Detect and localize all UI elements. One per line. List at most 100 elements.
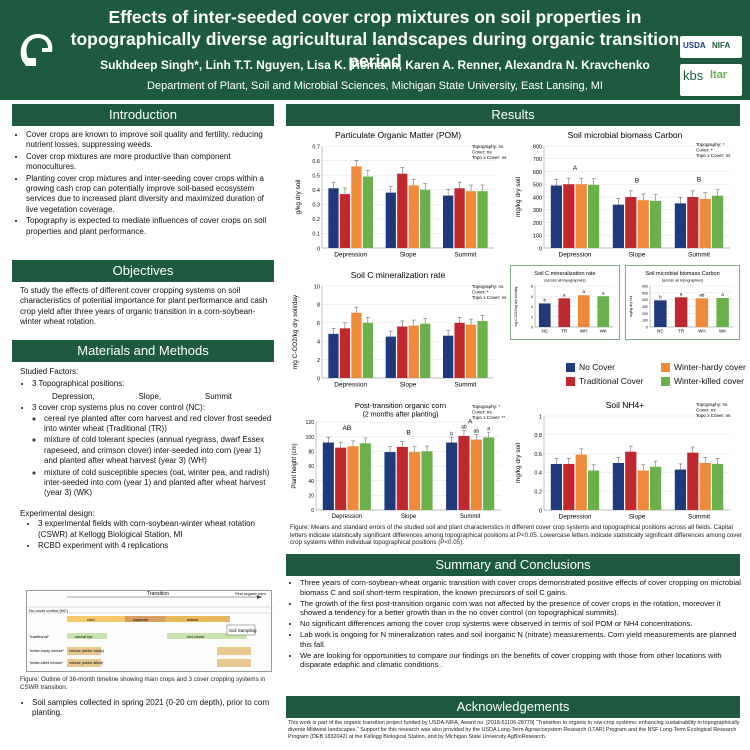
legend-item-tr: Traditional Cover	[566, 376, 643, 386]
y-tick-label: 100	[642, 319, 648, 323]
bar	[625, 451, 637, 510]
spartan-helmet-logo-icon	[12, 26, 60, 74]
summary-heading: Summary and Conclusions	[286, 554, 740, 576]
stats-label: Topo x Cover: ns	[472, 155, 507, 160]
x-tick-label: Slope	[629, 514, 646, 521]
chart-svg: Soil microbial biomass Carbon (across all…	[629, 271, 733, 334]
bar-letter: a	[563, 292, 566, 297]
y-tick-label: 1	[539, 414, 542, 420]
bar	[687, 197, 699, 248]
x-tick-label: WH	[698, 329, 706, 334]
x-tick-label: Depression	[559, 514, 592, 521]
timeline-crop: wheat	[187, 617, 199, 622]
stats-label: Topo x Cover: ns	[696, 153, 731, 158]
y-tick-label: 600	[533, 170, 542, 176]
timeline-row-label: No-cover control (NC)	[29, 608, 69, 613]
y-tick-label: 300	[533, 208, 542, 214]
x-tick-label: Slope	[400, 252, 417, 259]
y-axis-label: Plant height (cm)	[292, 443, 298, 488]
group-letter: A	[573, 165, 578, 172]
cmin-inset-chart: Soil C mineralization rate (across all to…	[510, 265, 620, 340]
intro-bullet: Cover crop mixtures are more productive …	[26, 152, 276, 173]
timeline-rye-bar	[67, 633, 107, 639]
legend-swatch	[661, 362, 670, 372]
y-tick-label: 0.4	[312, 188, 320, 194]
bar	[384, 452, 396, 510]
pom-chart: Particulate Organic Matter (POM) 0 0.1 0.2 0…	[288, 126, 508, 264]
bar	[687, 452, 699, 510]
chart-title: Soil C mineralization rate	[351, 270, 446, 280]
intro-bullet: Topography is expected to mediate influe…	[26, 216, 276, 237]
sampling-bullet: Soil samples collected in spring 2021 (0…	[32, 698, 274, 719]
bar	[454, 322, 465, 378]
bar	[695, 298, 709, 327]
timeline-caption: Figure: Outline of 36-month timeline sho…	[20, 676, 266, 691]
y-tick-label: 500	[642, 291, 648, 295]
chart-subtitle: (across all topographies)	[544, 279, 586, 283]
bar	[637, 200, 649, 248]
introduction-heading: Introduction	[12, 104, 274, 126]
bar	[454, 188, 465, 248]
group-letter: B	[635, 178, 639, 185]
bar	[443, 195, 454, 248]
y-tick-label: 40	[308, 479, 314, 485]
chart-svg: Post-transition organic corn (2 months af…	[292, 401, 505, 520]
chart-svg: Soil C mineralization rate 0 2 4 6 8 10 mg C-CO…	[292, 270, 507, 389]
y-tick-label: 200	[642, 312, 648, 316]
chart-title: Soil NH4+	[606, 400, 645, 410]
bar-letter: ab	[699, 292, 705, 297]
y-axis-label: g/kg dry soil	[295, 179, 302, 214]
legend-label: No Cover	[579, 362, 615, 372]
y-tick-label: 0.1	[312, 232, 320, 238]
summary-bullet: Lab work is ongoing for N mineralization…	[300, 630, 742, 650]
x-tick-label: TR	[678, 329, 685, 334]
chart-legend: No Cover Winter-hardy cover Traditional …	[566, 362, 746, 396]
x-tick-label: WH	[580, 329, 588, 334]
bar-letter: b	[659, 294, 662, 299]
y-tick-label: 0	[311, 508, 314, 514]
y-tick-label: 400	[642, 298, 648, 302]
bar	[421, 451, 433, 510]
y-tick-label: 200	[533, 221, 542, 227]
bar	[339, 194, 351, 248]
poster-title: Effects of inter-seeded cover crop mixtu…	[70, 7, 680, 71]
y-tick-label: 400	[533, 195, 542, 201]
group-letter: A	[468, 419, 473, 426]
y-tick-label: 0	[539, 508, 542, 514]
design-item: 3 experimental fields with corn-soybean-…	[38, 519, 274, 540]
bar	[577, 295, 590, 327]
bar	[397, 173, 408, 248]
nifa-logo-text: NIFA	[712, 41, 731, 50]
y-axis-label: mg C-CO2/kg dry soil/day	[514, 286, 518, 326]
y-tick-label: 0	[539, 246, 542, 252]
timeline-crop: mixture (winter-hardy)	[69, 649, 104, 653]
acknowledgements-text: This work is part of the organic transit…	[288, 720, 740, 740]
results-heading: Results	[286, 104, 740, 126]
y-tick-label: 60	[308, 464, 314, 470]
bar	[347, 446, 359, 510]
bar	[351, 312, 362, 378]
bar-letter: a	[602, 290, 605, 295]
chart-subtitle: (2 months after planting)	[363, 412, 439, 419]
y-tick-label: 20	[308, 493, 314, 499]
x-tick-label: Slope	[401, 514, 417, 520]
results-caption: Figure: Means and standard errors of the…	[290, 524, 742, 547]
ltar-logo-text: ltar	[710, 69, 728, 81]
nh4-chart: Soil NH4+ 0 0.2 0.4 0.6 0.8 1 mg/kg dry soil Dep…	[510, 396, 740, 524]
bar	[597, 296, 610, 327]
kbs-ltar-logo: kbs ltar	[680, 64, 742, 96]
y-tick-label: 6	[531, 295, 533, 299]
bar	[650, 466, 662, 510]
poster-header: Effects of inter-seeded cover crop mixtu…	[0, 0, 750, 100]
bar-letter: b	[543, 297, 546, 302]
y-tick-label: 100	[306, 435, 315, 441]
x-tick-label: NC	[657, 329, 664, 334]
x-tick-label: NC	[542, 329, 549, 334]
bar	[328, 333, 339, 378]
cc-item: cereal rye planted after corn harvest an…	[44, 414, 274, 435]
stats-label: Topo x Cover: **	[472, 415, 505, 420]
x-tick-label: Summit	[454, 252, 476, 259]
y-tick-label: 120	[306, 420, 315, 426]
bar	[477, 320, 488, 378]
objectives-heading: Objectives	[12, 260, 274, 282]
